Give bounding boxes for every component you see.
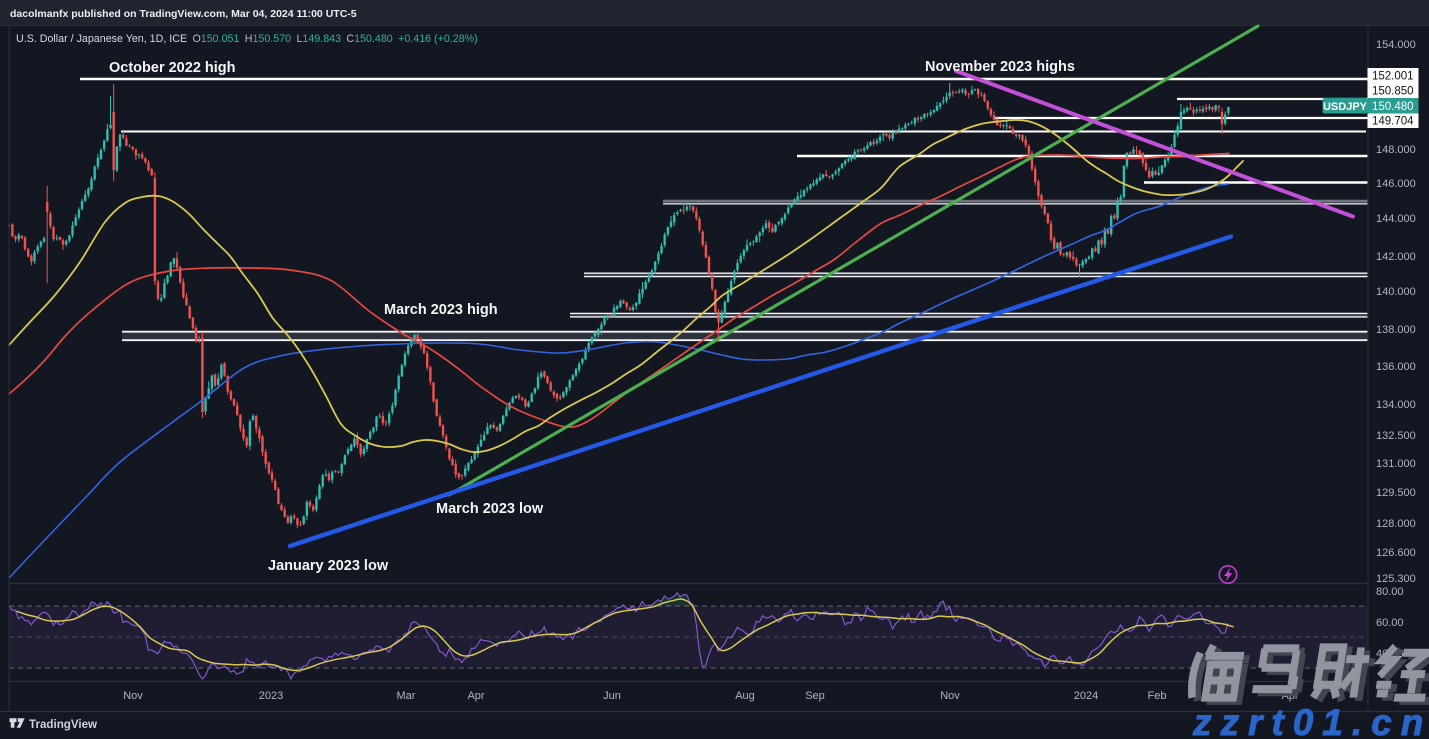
svg-text:126.600: 126.600 — [1376, 547, 1416, 559]
svg-text:138.000: 138.000 — [1376, 324, 1416, 336]
svg-text:149.704: 149.704 — [1372, 116, 1414, 128]
svg-text:Mar: Mar — [397, 690, 416, 702]
svg-text:March 2023 low: March 2023 low — [436, 501, 544, 517]
svg-text:136.000: 136.000 — [1376, 361, 1416, 373]
svg-text:146.000: 146.000 — [1376, 178, 1416, 190]
svg-text:March 2023 high: March 2023 high — [384, 302, 498, 318]
svg-text:2024: 2024 — [1074, 690, 1098, 702]
svg-text:80.00: 80.00 — [1376, 586, 1404, 598]
svg-text:Nov: Nov — [123, 690, 143, 702]
svg-text:Aug: Aug — [735, 690, 755, 702]
svg-text:November 2023 highs: November 2023 highs — [925, 59, 1075, 75]
svg-text:140.000: 140.000 — [1376, 286, 1416, 298]
svg-text:60.00: 60.00 — [1376, 617, 1404, 629]
svg-text:zzrt01.cn: zzrt01.cn — [1192, 702, 1429, 739]
svg-text:142.000: 142.000 — [1376, 251, 1416, 263]
svg-text:144.000: 144.000 — [1376, 213, 1416, 225]
svg-text:January 2023 low: January 2023 low — [268, 558, 389, 574]
svg-text:150.850: 150.850 — [1372, 86, 1414, 98]
svg-text:128.000: 128.000 — [1376, 518, 1416, 530]
svg-text:134.000: 134.000 — [1376, 399, 1416, 411]
svg-text:148.000: 148.000 — [1376, 144, 1416, 156]
svg-text:U.S. Dollar / Japanese Yen, 1D: U.S. Dollar / Japanese Yen, 1D, ICE O150… — [16, 33, 478, 45]
svg-text:dacolmanfx published on Tradin: dacolmanfx published on TradingView.com,… — [10, 8, 357, 20]
svg-text:Sep: Sep — [805, 690, 825, 702]
svg-text:October 2022 high: October 2022 high — [109, 60, 236, 76]
svg-text:Nov: Nov — [940, 690, 960, 702]
svg-text:150.480: 150.480 — [1372, 101, 1414, 113]
svg-text:Apr: Apr — [467, 690, 484, 702]
svg-text:154.000: 154.000 — [1376, 39, 1416, 51]
svg-text:Feb: Feb — [1148, 690, 1167, 702]
svg-text:129.500: 129.500 — [1376, 487, 1416, 499]
svg-text:125.300: 125.300 — [1376, 573, 1416, 585]
svg-text:132.500: 132.500 — [1376, 430, 1416, 442]
svg-text:Jun: Jun — [603, 690, 621, 702]
svg-text:USDJPY: USDJPY — [1323, 101, 1368, 113]
svg-text:131.000: 131.000 — [1376, 458, 1416, 470]
svg-text:TradingView: TradingView — [29, 718, 98, 731]
svg-text:2023: 2023 — [259, 690, 283, 702]
svg-text:152.001: 152.001 — [1372, 71, 1414, 83]
